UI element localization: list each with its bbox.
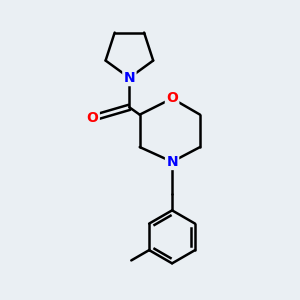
Text: N: N <box>124 71 135 85</box>
Text: O: O <box>87 111 98 124</box>
Text: N: N <box>166 155 178 169</box>
Text: O: O <box>166 92 178 106</box>
